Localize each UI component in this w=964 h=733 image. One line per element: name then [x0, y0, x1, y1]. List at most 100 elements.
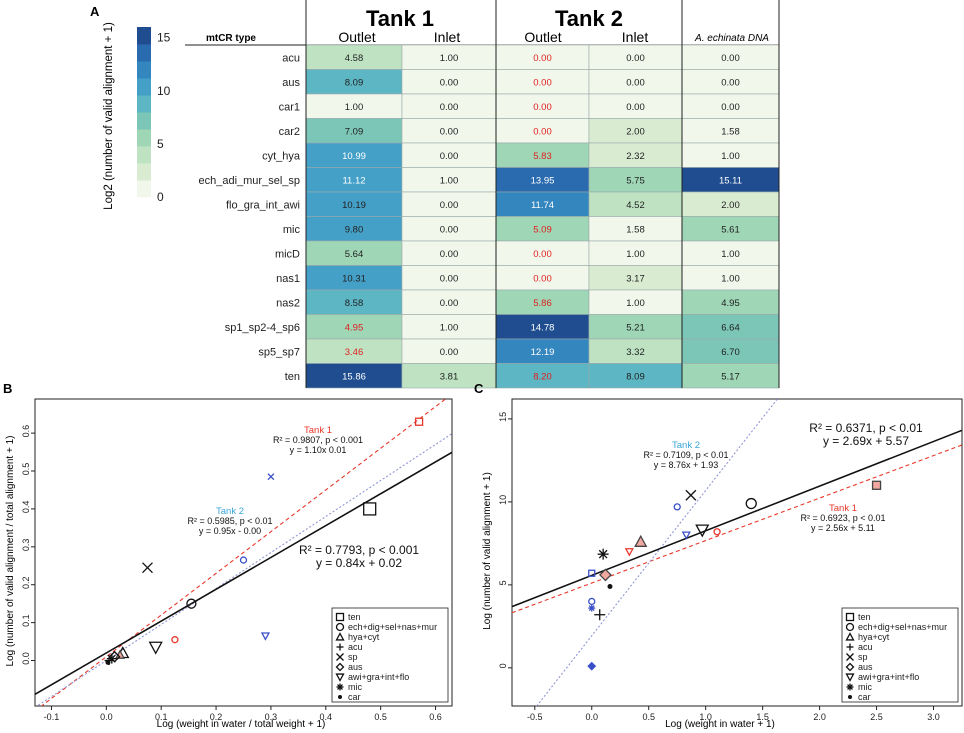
- heatmap-cell: [495, 363, 590, 389]
- heatmap-cell: [305, 191, 403, 217]
- legend-entry: car: [348, 692, 361, 702]
- point-circle: [713, 528, 721, 536]
- point-triangle-down: [148, 641, 163, 655]
- colorbar-swatch: [137, 112, 151, 130]
- heatmap-cell: [401, 216, 497, 242]
- heatmap-cell: [401, 289, 497, 315]
- group-title-tank2: Tank 2: [555, 6, 623, 31]
- cell-value: 0.00: [440, 298, 459, 309]
- point-triangle-down: [681, 531, 691, 540]
- cell-value: 5.83: [533, 151, 552, 162]
- cell-value: 13.95: [531, 175, 555, 186]
- cell-value: 15.86: [342, 371, 366, 382]
- point-circle: [745, 497, 757, 510]
- heatmap-cell: [681, 69, 780, 95]
- colorbar-swatch: [137, 61, 151, 79]
- row-label: ten: [285, 371, 300, 383]
- point-circle: [239, 556, 248, 564]
- y-tick-label: 0.5: [21, 463, 31, 476]
- x-axis-label-c: Log (weight in water + 1): [665, 719, 775, 730]
- cell-value: 0.00: [721, 102, 740, 113]
- point-diamond: [587, 661, 597, 671]
- fit-name: Tank 2: [216, 506, 244, 517]
- cell-value: 1.00: [626, 249, 645, 260]
- col-header-tank1-outlet: Outlet: [338, 29, 375, 45]
- legend-entry: aus: [348, 662, 363, 672]
- star-stroke: [847, 684, 853, 690]
- panel-a-heatmap: A 15 10 5 0 Log2 (number of valid alignment…: [90, 0, 780, 389]
- fit-lines: [35, 399, 452, 706]
- row-label: mic: [283, 224, 301, 236]
- cell-value: 3.17: [626, 273, 645, 284]
- row-label: sp1_sp2-4_sp6: [225, 322, 300, 334]
- cell-value: 9.80: [345, 224, 364, 235]
- colorbar-tick: 10: [157, 84, 171, 98]
- legend-entry: hya+cyt: [858, 632, 890, 642]
- cell-value: 4.95: [721, 298, 740, 309]
- fit-eq: y = 2.69x + 5.57: [823, 434, 909, 448]
- point-square: [363, 502, 377, 516]
- point-dot: [607, 584, 613, 590]
- legend-entry: aus: [858, 662, 873, 672]
- cell-value: 0.00: [533, 249, 552, 260]
- row-label: acu: [282, 52, 300, 64]
- fit-eq: y = 2.56x + 5.11: [811, 523, 875, 533]
- cell-value: 0.00: [440, 151, 459, 162]
- cell-value: 5.86: [533, 298, 552, 309]
- point-circle: [673, 503, 681, 511]
- plot-frame: [511, 398, 963, 707]
- x-tick-label: 1.5: [756, 712, 769, 722]
- legend-entry: ten: [348, 612, 361, 622]
- star-stroke: [588, 605, 595, 612]
- legend-entry: mic: [348, 682, 362, 692]
- heatmap-cell: [401, 44, 497, 70]
- colorbar-swatch: [137, 95, 151, 113]
- point-square: [845, 612, 855, 622]
- fit-line-tank-2: [536, 399, 779, 706]
- plot-b: -0.1 0.0 0.1 0.2 0.3 0.4 0.5 0.6 0.0 0.1 0.2 0.3 0.4…: [21, 398, 453, 722]
- y-tick-label: 0.2: [21, 576, 31, 589]
- colorbar-swatch: [137, 44, 151, 62]
- heatmap-cell: [305, 216, 403, 242]
- point-square: [414, 417, 424, 426]
- cell-value: 3.32: [626, 347, 645, 358]
- colorbar-tick: 0: [157, 190, 164, 204]
- colorbar-swatch: [137, 78, 151, 96]
- point-square: [588, 569, 596, 577]
- cell-value: 1.58: [721, 126, 740, 137]
- cell-value: 1.58: [626, 224, 645, 235]
- heatmap-cell: [495, 289, 590, 315]
- y-axis-label-c: Log (number of valid alignment + 1): [482, 472, 493, 630]
- x-tick-label: 0.6: [429, 712, 442, 722]
- point-triangle: [634, 534, 648, 547]
- heatmap-cell: [305, 363, 403, 389]
- fit-r2: R² = 0.7109, p < 0.01: [643, 450, 728, 460]
- y-tick-label: 5: [498, 580, 508, 585]
- group-title-tank1: Tank 1: [366, 6, 434, 31]
- legend-entry: awi+gra+int+flo: [348, 672, 409, 682]
- point-triangle-down: [624, 548, 634, 557]
- cell-value: 5.61: [721, 224, 740, 235]
- heatmap-cell: [588, 69, 683, 95]
- cell-value: 2.00: [721, 200, 740, 211]
- fit-lines: [512, 399, 962, 706]
- row-label: sp5_sp7: [258, 346, 300, 358]
- cell-value: 7.09: [345, 126, 364, 137]
- point-dot: [848, 695, 852, 699]
- row-label: nas2: [276, 297, 300, 309]
- heatmap-cell: [305, 338, 403, 364]
- cell-value: 6.64: [721, 322, 740, 333]
- heatmap-cell: [495, 265, 590, 291]
- legend-entry: hya+cyt: [348, 632, 380, 642]
- heatmap-cell: [495, 167, 590, 193]
- row-label: car2: [279, 126, 300, 138]
- fit-r2: R² = 0.7793, p < 0.001: [299, 543, 419, 557]
- y-tick-label: 0.4: [21, 501, 31, 514]
- fit-r2: R² = 0.5985, p < 0.01: [187, 516, 272, 526]
- legend-entry: car: [858, 692, 871, 702]
- x-tick-label: 0.5: [642, 712, 655, 722]
- point-plus: [846, 643, 854, 651]
- cell-value: 1.00: [440, 322, 459, 333]
- point-circle: [845, 622, 855, 632]
